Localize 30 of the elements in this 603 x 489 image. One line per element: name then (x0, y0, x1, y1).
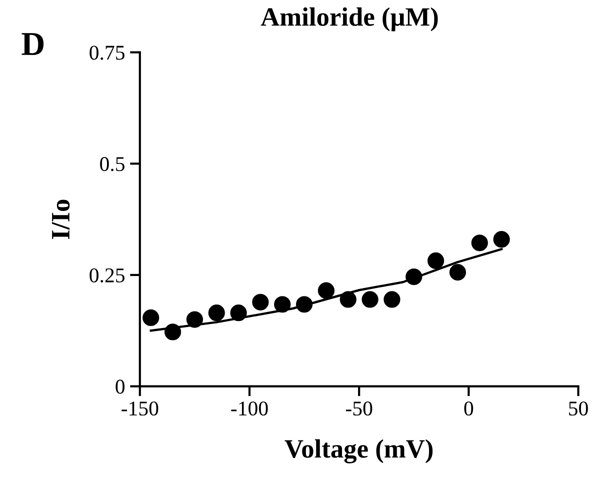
chart-title: Amiloride (μM) (260, 7, 438, 32)
point (471, 234, 488, 252)
text: D (22, 33, 44, 55)
point (252, 294, 269, 310)
point (449, 264, 466, 281)
y-tick-label: 0 (116, 380, 125, 394)
point (384, 291, 400, 308)
point (318, 282, 335, 299)
x-tick-label: 0 (464, 401, 474, 416)
point (274, 296, 291, 313)
x-tick-label: -50 (346, 401, 372, 416)
x-axis-title: Voltage (mV) (284, 439, 433, 464)
x-tick-label: -150 (122, 401, 158, 416)
x-tick-label: -100 (231, 401, 268, 416)
point (406, 268, 422, 286)
point (230, 304, 247, 322)
y-tick-label: 0.75 (90, 46, 124, 60)
point (142, 309, 160, 326)
point (340, 291, 356, 308)
y-tick-label: 0.5 (100, 157, 124, 172)
y-tick-label: 0.25 (90, 268, 124, 283)
point (186, 311, 203, 328)
point (296, 296, 313, 313)
point (428, 252, 444, 270)
point (493, 231, 510, 248)
x-tick-label: 50 (569, 401, 588, 416)
point (362, 291, 378, 308)
y-axis-title: I/Io (52, 200, 70, 239)
point (164, 324, 182, 340)
point (208, 304, 225, 322)
